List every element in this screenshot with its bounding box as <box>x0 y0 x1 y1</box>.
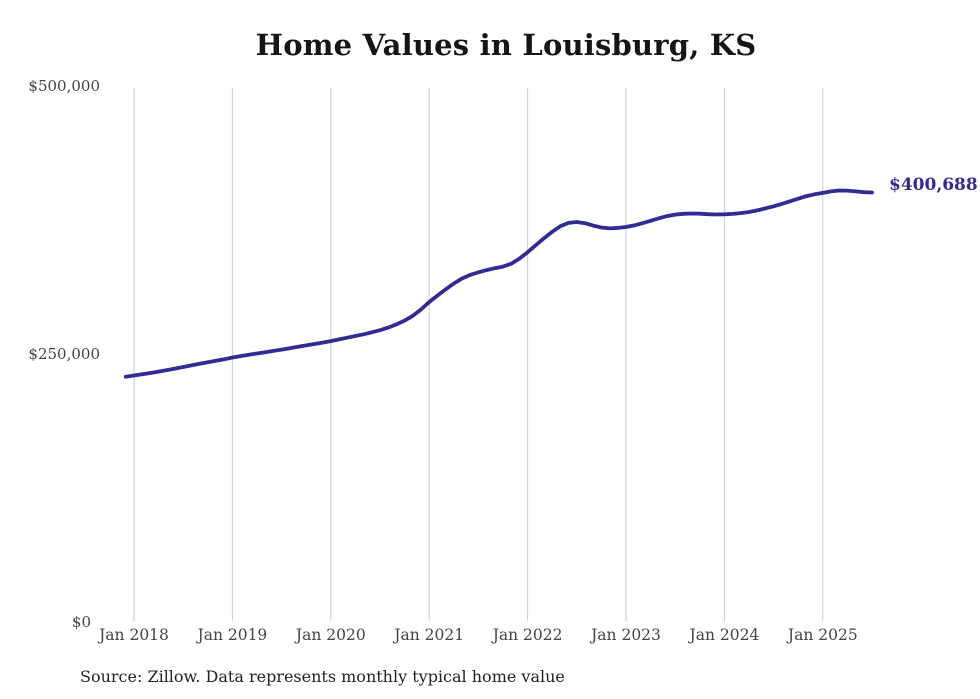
x-axis-tick-label: Jan 2023 <box>589 626 661 644</box>
home-value-line <box>123 188 874 379</box>
chart-title: Home Values in Louisburg, KS <box>255 28 757 62</box>
latest-value-label: $400,688 <box>889 175 978 195</box>
y-axis-tick-label: $500,000 <box>28 77 100 95</box>
x-axis-tick-label: Jan 2021 <box>392 626 464 644</box>
x-axis-tick-label: Jan 2019 <box>195 626 267 644</box>
x-axis-tick-label: Jan 2024 <box>687 626 759 644</box>
y-axis-tick-label: $0 <box>72 613 91 631</box>
source-note: Source: Zillow. Data represents monthly … <box>80 667 565 686</box>
x-axis-tick-label: Jan 2022 <box>491 626 563 644</box>
x-axis-tick-label: Jan 2018 <box>97 626 169 644</box>
x-axis-tick-label: Jan 2025 <box>786 626 858 644</box>
x-axis-tick-label: Jan 2020 <box>294 626 366 644</box>
y-axis-tick-label: $250,000 <box>28 345 100 363</box>
